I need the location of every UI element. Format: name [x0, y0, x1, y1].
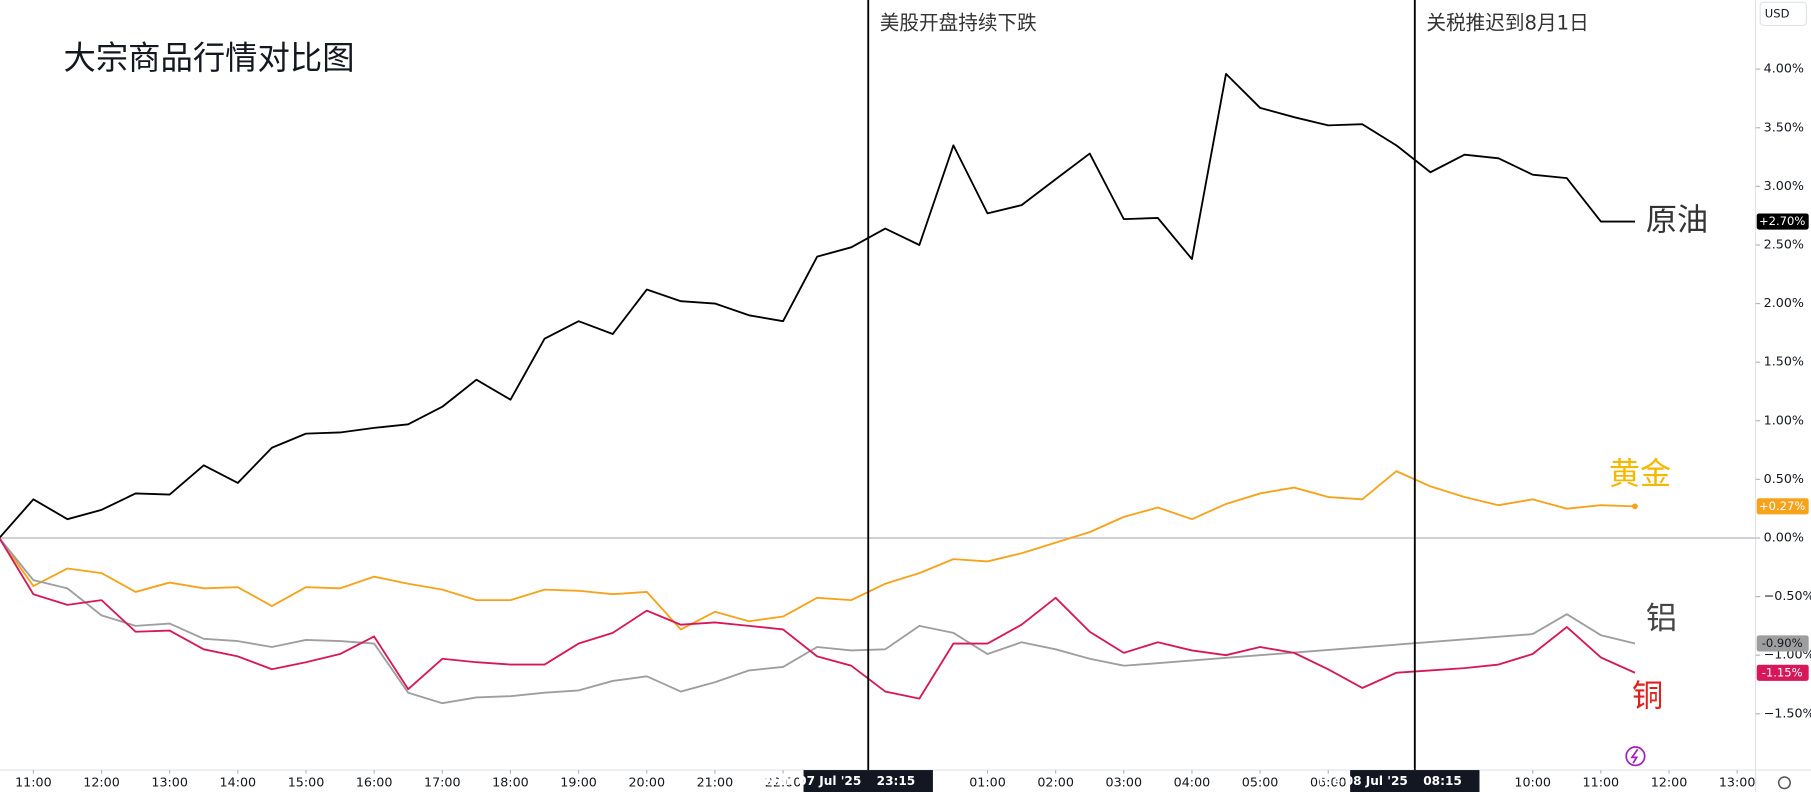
chart-title: 大宗商品行情对比图: [64, 39, 355, 77]
event-text: 关税推迟到8月1日: [1426, 12, 1588, 35]
crosshair-time: 08:15: [1423, 774, 1462, 788]
y-tick-label: −0.50%: [1764, 588, 1811, 603]
y-tick-label: 1.50%: [1764, 354, 1804, 369]
y-tick-label: 0.50%: [1764, 471, 1804, 486]
crosshair-date: Mon 07 Jul '25: [765, 774, 861, 788]
lightning-bolt: [1630, 748, 1639, 764]
x-tick-label: 13:00: [151, 774, 188, 789]
last-value-label: -0.90%: [1762, 636, 1803, 650]
x-tick-label: 13:00: [1719, 774, 1756, 789]
lightning-icon[interactable]: [1625, 746, 1646, 767]
crosshair-time: 23:15: [877, 774, 916, 788]
x-tick-label: 03:00: [1106, 774, 1143, 789]
series-line: [0, 537, 1636, 700]
last-value-badge: [1756, 213, 1809, 230]
last-value-badge: [1756, 635, 1809, 652]
y-tick-label: 3.50%: [1764, 119, 1804, 134]
y-tick-label: 4.00%: [1764, 61, 1804, 76]
series-name: 铝: [1646, 601, 1677, 637]
crosshair-badge: [803, 770, 933, 792]
series-name: 铜: [1632, 678, 1663, 714]
y-tick-label: 2.50%: [1764, 236, 1804, 251]
series-name: 原油: [1646, 203, 1708, 239]
y-tick-label: 0.00%: [1764, 529, 1804, 544]
x-tick-label: 20:00: [628, 774, 665, 789]
series-line: [0, 470, 1636, 631]
y-tick-label: 2.00%: [1764, 295, 1804, 310]
y-tick-label: 1.00%: [1764, 412, 1804, 427]
x-tick-label: 01:00: [969, 774, 1006, 789]
last-value-label: +2.70%: [1759, 214, 1805, 228]
x-tick-label: 12:00: [83, 774, 120, 789]
x-tick-label: 21:00: [697, 774, 734, 789]
x-tick-label: 02:00: [1037, 774, 1074, 789]
last-value-badge: [1756, 664, 1809, 681]
gap-connector: [1123, 633, 1533, 667]
x-tick-label: 10:00: [1514, 774, 1551, 789]
x-tick-label: 11:00: [15, 774, 52, 789]
x-tick-label: 12:00: [1651, 774, 1688, 789]
x-tick-label: 15:00: [288, 774, 325, 789]
x-tick-label: 17:00: [424, 774, 461, 789]
series-line: [1532, 613, 1636, 645]
x-tick-label: 22:00: [765, 774, 802, 789]
settings-icon[interactable]: [1777, 776, 1791, 790]
last-value-badge: [1756, 498, 1809, 515]
currency-label: USD: [1765, 6, 1790, 20]
x-tick-label: 04:00: [1174, 774, 1211, 789]
last-value-label: -1.15%: [1762, 665, 1803, 679]
last-point: [1632, 503, 1638, 510]
currency-button[interactable]: [1759, 1, 1807, 26]
series-name: 黄金: [1609, 457, 1671, 493]
last-value-label: +0.27%: [1759, 499, 1805, 513]
event-text: 美股开盘持续下跌: [880, 12, 1037, 35]
x-tick-label: 05:00: [1242, 774, 1279, 789]
x-tick-label: 19:00: [560, 774, 597, 789]
x-tick-label: 11:00: [1583, 774, 1620, 789]
series-line: [0, 537, 1124, 705]
x-tick-label: 06:00: [1310, 774, 1347, 789]
crosshair-date: Tue 08 Jul '25: [1317, 774, 1408, 788]
series-line: [0, 72, 1635, 539]
y-tick-label: −1.50%: [1764, 705, 1811, 720]
y-tick-label: 3.00%: [1764, 178, 1804, 193]
x-tick-label: 18:00: [492, 774, 529, 789]
x-tick-label: 14:00: [220, 774, 257, 789]
x-tick-label: 16:00: [356, 774, 393, 789]
crosshair-badge: [1350, 770, 1480, 792]
